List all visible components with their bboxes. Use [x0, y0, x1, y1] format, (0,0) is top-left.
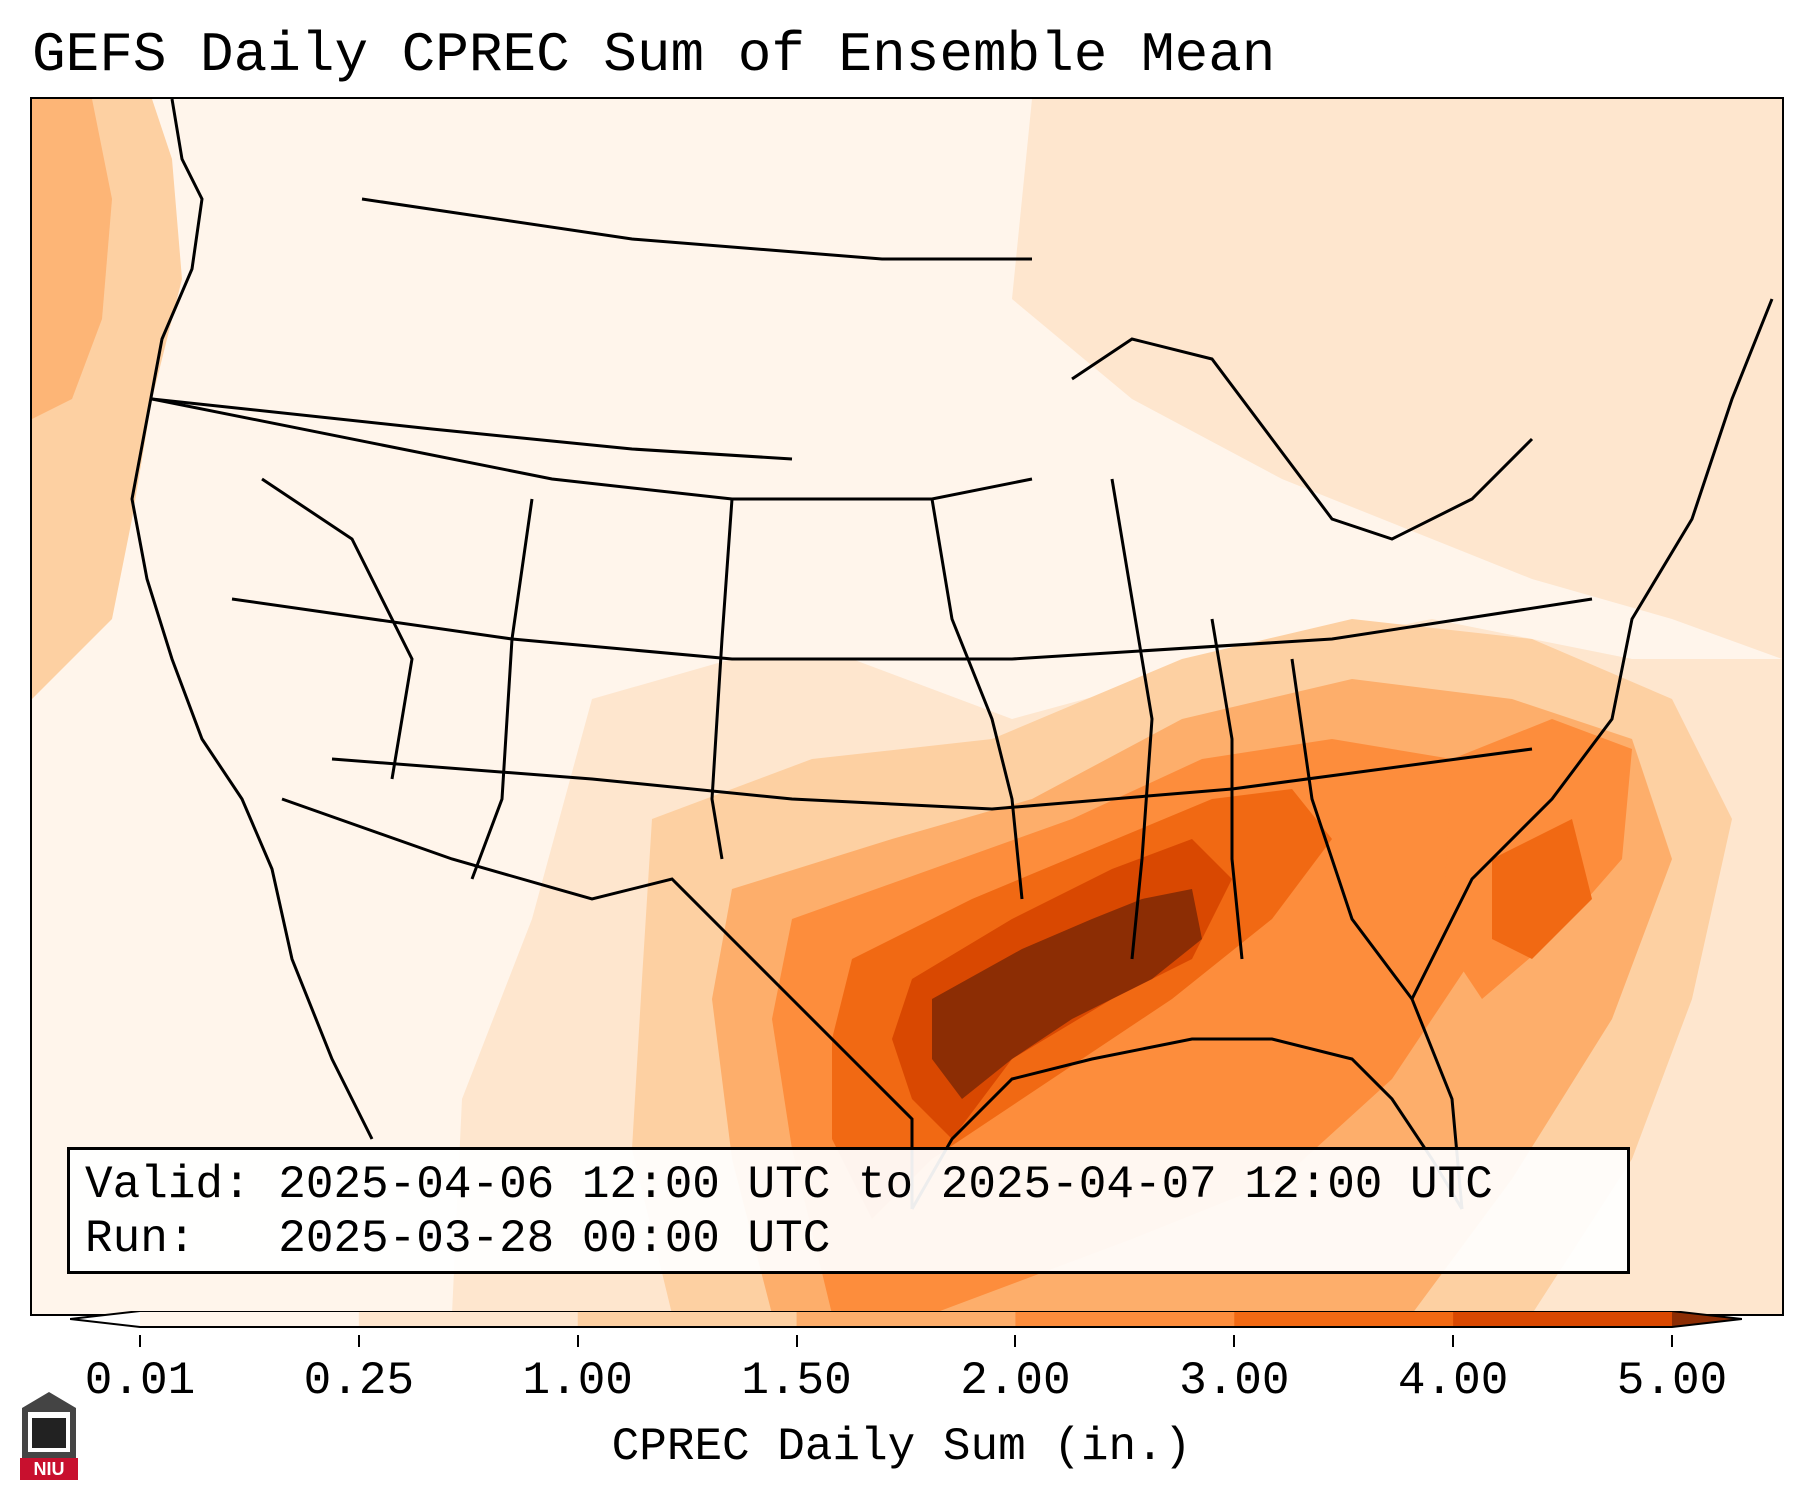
state-line-mountain	[470, 498, 534, 880]
colorbar-tick-label: 5.00	[1616, 1355, 1728, 1407]
colorbar-tick	[795, 1335, 798, 1347]
colorbar-segment	[796, 1311, 1016, 1327]
colorbar-segment	[1015, 1311, 1235, 1327]
colorbar-tick	[1233, 1335, 1236, 1347]
colorbar-under-arrow	[70, 1311, 140, 1327]
colorbar	[70, 1311, 1742, 1328]
atlantic-coastline	[1410, 298, 1774, 1210]
map-title: GEFS Daily CPREC Sum of Ensemble Mean	[32, 23, 1276, 87]
pacific-coastline	[130, 99, 374, 1140]
state-line-alabama	[1210, 618, 1244, 960]
atlantic-offshore-heavy	[1492, 819, 1592, 959]
state-line-west	[261, 477, 414, 780]
great-lakes-outline	[1071, 337, 1534, 541]
colorbar-tick-label: 2.00	[960, 1355, 1071, 1407]
colorbar-segment	[140, 1311, 360, 1327]
colorbar-segment	[1453, 1311, 1673, 1327]
us-mexico-border	[281, 797, 914, 1209]
northwest-heavier-precip	[32, 99, 112, 419]
gulf-coastline	[910, 1037, 1464, 1210]
precipitation-map	[30, 97, 1784, 1316]
us-canada-border	[361, 197, 1032, 261]
valid-run-info-box: Valid: 2025-04-06 12:00 UTC to 2025-04-0…	[67, 1147, 1630, 1274]
state-line-mid-row	[231, 597, 1593, 661]
map-boundaries	[130, 99, 1774, 1210]
colorbar-tick	[1452, 1335, 1455, 1347]
colorbar-tick-label: 0.25	[303, 1355, 415, 1407]
colorbar-tick-label: 0.01	[84, 1355, 196, 1407]
colorbar-outline	[70, 1311, 1742, 1328]
colorbar-tick-label: 1.00	[522, 1355, 633, 1407]
state-line-central	[710, 498, 734, 860]
colorbar-segment	[1234, 1311, 1454, 1327]
colorbar-tick	[576, 1335, 579, 1347]
logo-text: NIU	[34, 1459, 65, 1479]
state-line-georgia	[1290, 658, 1414, 1000]
colorbar-tick-label: 1.50	[741, 1355, 852, 1407]
run-time-text: Run: 2025-03-28 00:00 UTC	[85, 1213, 831, 1265]
colorbar-segment	[358, 1311, 579, 1327]
state-line-south-row	[331, 747, 1533, 811]
colorbar-label: CPREC Daily Sum (in.)	[611, 1421, 1192, 1473]
state-line-plains	[930, 498, 1024, 900]
state-line-mississippi	[1110, 478, 1154, 960]
valid-time-text: Valid: 2025-04-06 12:00 UTC to 2025-04-0…	[85, 1159, 1493, 1211]
colorbar-tick	[139, 1335, 141, 1347]
colorbar-over-arrow	[1672, 1311, 1742, 1327]
colorbar-tick-label: 3.00	[1179, 1355, 1290, 1407]
colorbar-tick	[1014, 1335, 1017, 1347]
colorbar-tick	[1671, 1335, 1673, 1347]
northeast-precip	[1012, 99, 1782, 659]
colorbar-tick	[357, 1335, 360, 1347]
state-line-north-row	[151, 397, 793, 461]
colorbar-segment	[577, 1311, 798, 1327]
colorbar-tick-label: 4.00	[1397, 1355, 1509, 1407]
niu-logo-icon: NIU	[20, 1392, 78, 1480]
